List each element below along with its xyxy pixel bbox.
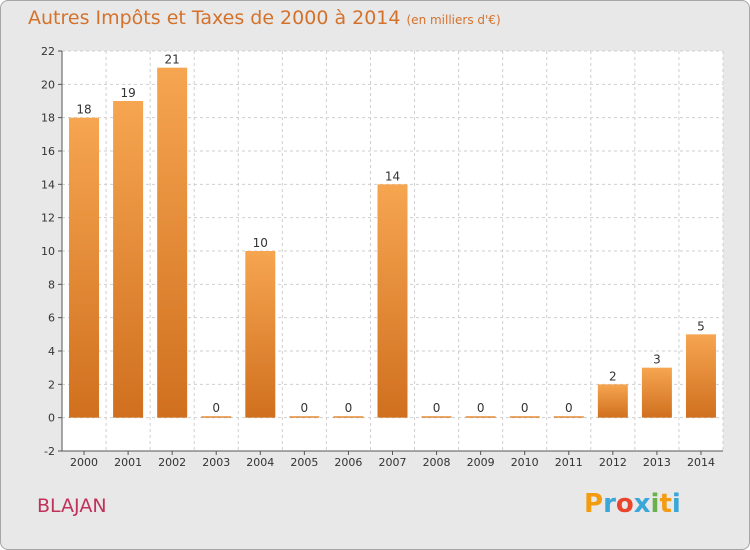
data-label-2005: 0 — [301, 401, 309, 415]
x-tick-label: 2007 — [379, 456, 407, 469]
bar-2013 — [641, 367, 672, 418]
logo-letter: r — [603, 489, 616, 519]
data-label-2009: 0 — [477, 401, 485, 415]
data-label-2003: 0 — [212, 401, 220, 415]
y-tick-label: -2 — [44, 445, 55, 458]
x-tick-label: 2009 — [467, 456, 495, 469]
bar-2005 — [289, 416, 320, 418]
x-tick-label: 2008 — [423, 456, 451, 469]
y-tick-label: 18 — [41, 112, 55, 125]
x-tick-label: 2002 — [158, 456, 186, 469]
data-label-2004: 10 — [253, 236, 268, 250]
logo-letter: i — [650, 489, 660, 519]
bar-2004 — [245, 251, 276, 418]
chart-subtitle: (en milliers d'€) — [406, 13, 501, 27]
x-tick-label: 2011 — [555, 456, 583, 469]
logo-letter: i — [671, 489, 681, 519]
y-tick-label: 6 — [48, 312, 55, 325]
data-label-2001: 19 — [120, 86, 135, 100]
data-label-2012: 2 — [609, 369, 617, 383]
data-label-2014: 5 — [697, 319, 705, 333]
x-tick-label: 2013 — [643, 456, 671, 469]
data-label-2011: 0 — [565, 401, 573, 415]
x-tick-label: 2005 — [290, 456, 318, 469]
x-tick-label: 2014 — [687, 456, 715, 469]
y-tick-label: 4 — [48, 345, 55, 358]
x-tick-label: 2003 — [202, 456, 230, 469]
data-label-2000: 18 — [76, 103, 91, 117]
data-label-2008: 0 — [433, 401, 441, 415]
bar-2002 — [157, 67, 188, 418]
x-tick-label: 2012 — [599, 456, 627, 469]
y-tick-label: 10 — [41, 245, 55, 258]
logo-letter: P — [584, 489, 604, 519]
logo-letter: t — [659, 489, 672, 519]
x-tick-label: 2010 — [511, 456, 539, 469]
chart-title: Autres Impôts et Taxes de 2000 à 2014 (en… — [28, 7, 501, 29]
x-tick-label: 2000 — [70, 456, 98, 469]
logo-letter: o — [615, 489, 634, 519]
y-tick-label: 8 — [48, 278, 55, 291]
data-label-2007: 14 — [385, 169, 400, 183]
y-tick-label: 16 — [41, 145, 55, 158]
bar-2008 — [421, 416, 452, 418]
x-tick-label: 2004 — [246, 456, 274, 469]
proxiti-logo[interactable]: Proxiti — [584, 489, 681, 519]
y-tick-label: 22 — [41, 45, 55, 58]
y-tick-label: 0 — [48, 412, 55, 425]
bar-2000 — [69, 117, 100, 418]
y-tick-label: 2 — [48, 378, 55, 391]
bar-2001 — [113, 101, 144, 418]
data-label-2010: 0 — [521, 401, 529, 415]
bar-2009 — [465, 416, 496, 418]
y-tick-label: 12 — [41, 212, 55, 225]
y-tick-label: 14 — [41, 178, 55, 191]
bar-2006 — [333, 416, 364, 418]
y-tick-label: 20 — [41, 78, 55, 91]
bar-2014 — [685, 334, 716, 418]
x-tick-label: 2006 — [334, 456, 362, 469]
bar-2011 — [553, 416, 584, 418]
logo-letter: x — [633, 489, 651, 519]
bar-2007 — [377, 184, 408, 418]
commune-name: BLAJAN — [37, 495, 107, 517]
data-label-2002: 21 — [165, 53, 180, 67]
data-label-2013: 3 — [653, 353, 661, 367]
chart-title-text: Autres Impôts et Taxes de 2000 à 2014 — [28, 7, 401, 29]
bar-2010 — [509, 416, 540, 418]
bar-2003 — [201, 416, 232, 418]
x-tick-label: 2001 — [114, 456, 142, 469]
bar-2012 — [597, 384, 628, 418]
data-label-2006: 0 — [345, 401, 353, 415]
